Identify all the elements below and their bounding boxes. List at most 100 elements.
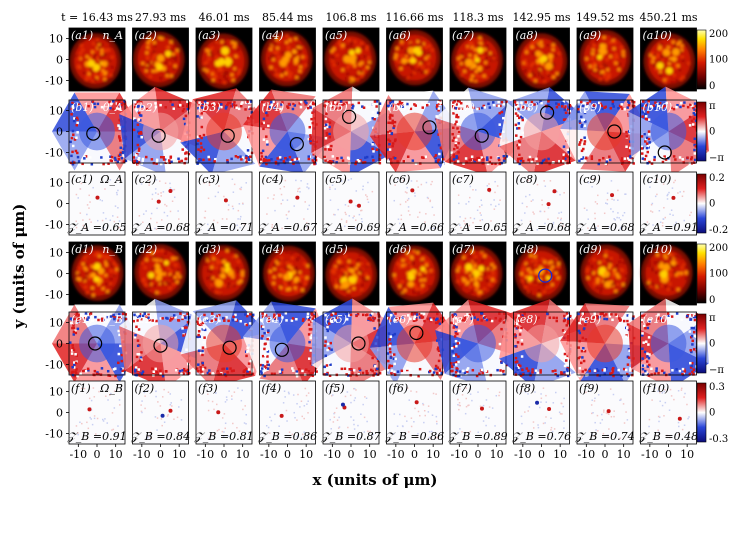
density-speckle [539,66,543,70]
panel-label: (e3) [198,313,220,326]
phase-noise [118,127,122,130]
panel-label: (c2) [135,173,157,186]
phase-noise [647,374,651,377]
vorticity-noise [79,212,82,214]
density-speckle [588,64,592,68]
phase-noise [140,351,143,354]
phase-noise [530,160,533,164]
panel-a2: (a2) [132,27,189,92]
density-speckle [605,78,609,82]
vorticity-noise [619,219,622,221]
density-speckle [610,35,614,39]
phase-noise [516,341,520,344]
density-speckle [673,63,677,67]
phase-noise [139,100,143,104]
density-cloud [69,33,122,89]
density-speckle [670,81,674,85]
phase-noise [73,361,76,364]
phase-noise [689,349,692,352]
phase-noise [464,319,467,322]
panel-f2: (f2)𝒵_B =0.84 [130,380,190,445]
phase-noise [539,371,542,374]
time-label: 149.52 ms [576,11,634,24]
colorbar-tick-label: −π [709,153,724,164]
density-speckle [359,261,363,265]
phase-noise [197,317,200,320]
vorticity-noise [551,226,554,228]
phase-noise [324,354,327,358]
phase-noise [358,368,362,372]
phase-noise [593,105,596,108]
vorticity-noise [109,179,112,181]
phase-noise [200,370,203,374]
phase-noise [121,150,125,154]
vorticity-noise [457,194,460,196]
phase-noise [187,371,191,375]
phase-noise [688,124,692,127]
time-label: 27.93 ms [135,11,186,24]
phase-noise [197,159,201,163]
phase-noise [365,369,368,373]
vorticity-noise [207,197,210,200]
phase-noise [500,327,503,331]
phase-noise [452,158,456,161]
vorticity-noise [95,433,97,435]
phase-noise [70,136,74,140]
phase-noise [308,340,311,344]
phase-noise [284,157,287,160]
density-speckle [395,58,399,62]
density-speckle [473,55,477,59]
phase-noise [117,154,121,157]
phase-noise [196,115,199,118]
phase-noise [436,339,439,342]
y-tick-label: 0 [56,338,63,351]
density-speckle [231,78,235,82]
phase-noise [81,162,84,166]
phase-noise [87,104,90,108]
phase-noise [309,142,313,145]
density-peak [473,269,480,277]
phase-noise [566,321,570,325]
phase-noise [604,367,608,370]
phase-noise [428,369,432,373]
phase-noise [513,324,517,328]
density-speckle [295,272,299,276]
phase-noise [262,325,265,329]
colorbar-tick-label: 0 [709,295,715,306]
phase-noise [514,123,518,127]
phase-noise [516,157,520,161]
density-speckle [669,57,673,61]
phase-noise [262,103,266,107]
density-speckle [217,68,221,72]
phase-noise [628,149,632,153]
phase-noise [593,369,597,372]
density-speckle [477,71,481,75]
phase-noise [159,103,162,107]
density-speckle [663,80,667,84]
vorticity-noise [331,184,334,186]
phase-noise [76,131,79,134]
phase-noise [371,111,375,114]
density-speckle [680,256,684,260]
density-speckle [530,265,534,269]
panel-frame [195,27,253,92]
density-speckle [533,281,537,285]
phase-core [79,324,115,363]
density-speckle [474,255,478,259]
phase-noise [369,318,373,322]
density-speckle [349,77,353,81]
phase-noise [124,313,127,316]
phase-noise [414,162,418,166]
phase-noise [692,326,696,330]
phase-noise [202,109,206,112]
phase-noise [260,371,263,375]
density-speckle [470,67,474,71]
density-speckle [481,40,485,44]
phase-noise [514,360,518,364]
vorticity-noise [140,404,142,406]
phase-noise [626,106,629,109]
panel-label: (e10) [643,313,672,326]
phase-noise [169,156,172,159]
density-speckle [462,256,466,260]
vorticity-noise [340,218,343,221]
